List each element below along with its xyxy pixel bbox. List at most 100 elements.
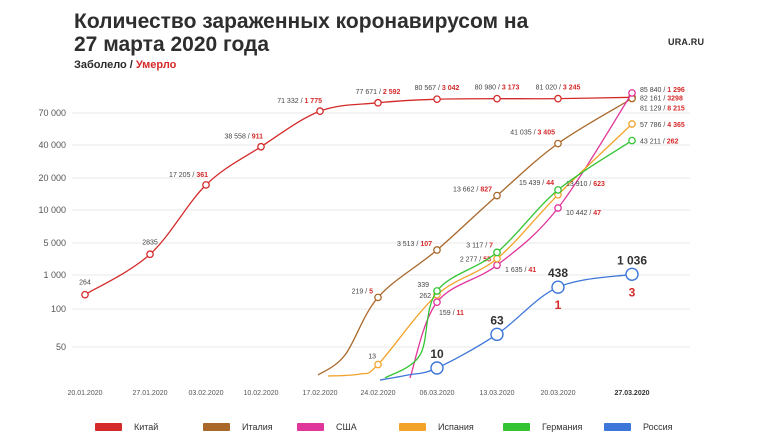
data-label-infected: 80 980: [475, 85, 497, 92]
x-tick-label: 20.01.2020: [67, 390, 102, 397]
legend-swatch-spain: [399, 423, 426, 431]
data-label-infected: 41 035: [510, 130, 532, 137]
data-point-usa: [493, 261, 501, 270]
data-label-spain: 13: [368, 354, 376, 361]
data-label-infected: 85 840: [640, 87, 662, 94]
legend-swatch-china: [95, 423, 122, 431]
series-line-russia: [379, 273, 633, 381]
chart-subtitle: Заболело / Умерло: [74, 59, 176, 71]
data-label-china: 38 558 / 911: [224, 134, 263, 141]
data-point-russia: [551, 280, 565, 294]
data-label-germany: 3 117 / 7: [466, 242, 493, 249]
x-tick-label: 20.03.2020: [540, 390, 575, 397]
data-label-separator: /: [483, 242, 489, 249]
data-label-china: 264: [79, 280, 91, 287]
data-point-china: [316, 107, 324, 115]
data-label-china: 81 020 / 3 245: [536, 85, 581, 92]
data-point-russia: [490, 327, 504, 342]
data-label-italy: 81 129 / 8 215: [640, 106, 685, 113]
series-line-italy: [317, 97, 633, 376]
subtitle-infected: Заболело: [74, 59, 127, 71]
data-label-infected: 63: [490, 313, 504, 327]
data-label-infected: 438: [548, 266, 568, 280]
data-label-separator: /: [661, 106, 667, 113]
data-label-usa: 1 635 / 41: [505, 267, 536, 274]
data-label-dead: 8 215: [667, 106, 685, 113]
legend-label-italy: Италия: [242, 422, 273, 432]
data-label-infected: 3 513: [397, 241, 415, 248]
data-point-usa: [554, 204, 562, 212]
data-label-separator: /: [661, 139, 667, 146]
data-label-infected: 13 662: [453, 187, 475, 194]
data-label-china: 17 205 / 361: [169, 172, 208, 179]
data-label-infected: 1 635: [505, 267, 523, 274]
data-label-dead: 107: [420, 241, 432, 248]
data-label-infected: 71 332: [277, 98, 299, 105]
x-tick-label: 27.01.2020: [132, 390, 167, 397]
x-tick-label: 13.03.2020: [479, 390, 514, 397]
data-point-italy: [433, 246, 441, 254]
data-label-infected: 264: [79, 280, 91, 287]
series-line-germany: [384, 140, 633, 379]
data-label-infected: 80 567: [415, 85, 437, 92]
data-label-infected: 10 442: [566, 210, 588, 217]
data-label-dead: 55: [483, 257, 491, 264]
data-label-infected: 38 558: [224, 134, 246, 141]
subtitle-dead: Умерло: [135, 59, 177, 71]
data-label-germany: 43 211 / 262: [640, 139, 679, 146]
data-label-italy: 13 662 / 827: [453, 187, 492, 194]
data-label-dead: 827: [480, 187, 492, 194]
data-label-china: 71 332 / 1 775: [277, 98, 322, 105]
data-point-china: [433, 95, 441, 104]
data-point-spain: [493, 254, 501, 263]
data-label-usa: 85 840 / 1 296: [640, 87, 685, 94]
data-label-germany: 15 439 / 44: [519, 180, 554, 187]
y-tick-label: 20 000: [38, 173, 66, 183]
data-label-china: 80 980 / 3 173: [475, 85, 520, 92]
data-point-germany: [433, 287, 441, 295]
data-label-italy: 3 513 / 107: [397, 241, 432, 248]
brand-logo[interactable]: URA.RU: [668, 37, 705, 47]
data-label-separator: /: [436, 85, 442, 92]
data-label-separator: /: [246, 134, 252, 141]
data-label-separator: /: [299, 98, 305, 105]
data-label-separator: /: [477, 257, 483, 264]
data-label-separator: /: [661, 95, 667, 102]
data-label-dead: 3 042: [442, 85, 460, 92]
data-label-infected: 1 036: [617, 253, 647, 267]
data-label-infected: 81 020: [536, 85, 558, 92]
data-label-dead: 4 365: [667, 122, 685, 129]
series-line-usa: [409, 92, 633, 379]
data-point-china: [493, 94, 501, 103]
x-tick-label: 10.02.2020: [243, 390, 278, 397]
y-tick-label: 100: [51, 304, 66, 314]
data-label-spain: 262: [419, 293, 431, 300]
data-label-infected: 57 786: [640, 122, 662, 129]
legend-swatch-italy: [203, 423, 230, 431]
data-label-dead: 47: [593, 210, 601, 217]
data-label-infected: 159: [439, 310, 451, 317]
legend-swatch-russia: [604, 423, 631, 431]
data-label-infected: 77 671: [356, 89, 378, 96]
legend-swatch-usa: [297, 423, 324, 431]
legend-label-china: Китай: [134, 422, 158, 432]
data-label-dead: 3 173: [502, 85, 520, 92]
data-point-russia: [625, 267, 639, 281]
data-label-italy: 41 035 / 3 405: [510, 130, 555, 137]
data-label-dead: 911: [252, 134, 263, 141]
y-tick-label: 40 000: [38, 140, 66, 150]
data-label-infected: 13 910: [566, 181, 588, 188]
data-point-china: [257, 142, 265, 151]
data-label-separator: /: [377, 89, 383, 96]
legend-swatch-germany: [503, 423, 530, 431]
x-tick-label: 24.02.2020: [360, 390, 395, 397]
data-label-dead: 2 592: [383, 89, 401, 96]
data-point-italy: [554, 139, 562, 148]
data-label-spain: 57 786 / 4 365: [640, 122, 685, 129]
data-label-infected: 10: [430, 347, 444, 361]
x-tick-label: 27.03.2020: [614, 390, 649, 397]
data-point-usa: [628, 89, 636, 97]
data-point-italy: [493, 191, 501, 200]
series-line-spain: [327, 123, 633, 377]
data-label-usa: 159 / 11: [439, 310, 464, 317]
